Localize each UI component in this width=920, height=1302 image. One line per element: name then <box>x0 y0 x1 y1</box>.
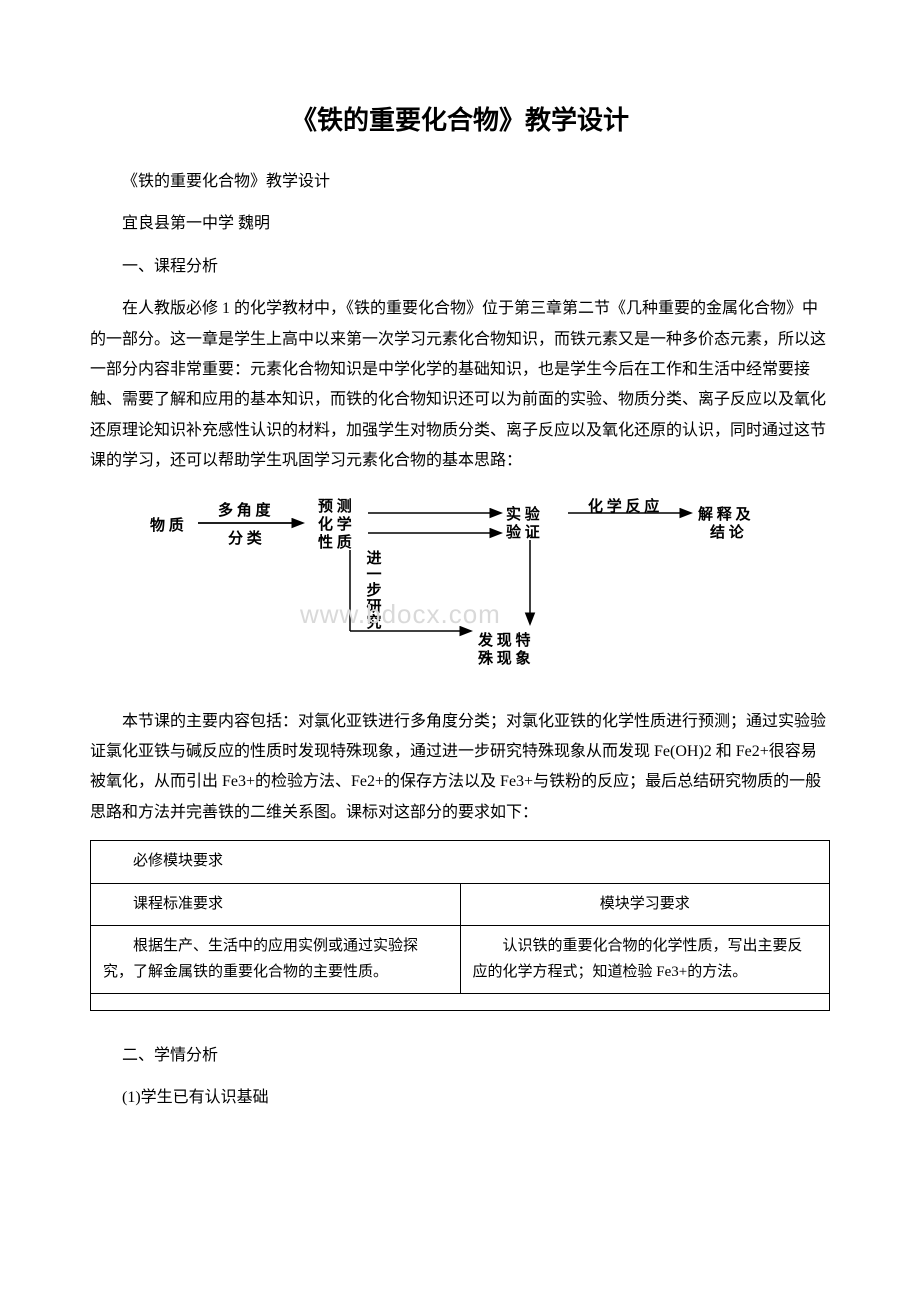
diagram-label-reaction: 化 学 反 应 <box>588 495 659 516</box>
diagram-label-multiangle: 多 角 度 <box>218 499 271 520</box>
paragraph-author: 宜良县第一中学 魏明 <box>90 209 830 239</box>
diagram-node-predict-3: 性 质 <box>318 531 352 552</box>
paragraph-body-3: (1)学生已有认识基础 <box>90 1083 830 1113</box>
table-cell-module-header: 模块学习要求 <box>460 883 830 926</box>
table-cell-standard-header: 课程标准要求 <box>91 883 461 926</box>
section-heading-1: 一、课程分析 <box>90 252 830 282</box>
table-row: 必修模块要求 <box>91 841 830 884</box>
paragraph-body-2: 本节课的主要内容包括：对氯化亚铁进行多角度分类；对氯化亚铁的化学性质进行预测；通… <box>90 707 830 829</box>
diagram-node-experiment-2: 验 证 <box>506 521 540 542</box>
section-heading-2: 二、学情分析 <box>90 1041 830 1071</box>
table-cell-header: 必修模块要求 <box>91 841 830 884</box>
watermark-text: www.bdocx.com <box>300 599 501 630</box>
diagram-arrows <box>150 495 770 685</box>
paragraph-subtitle: 《铁的重要化合物》教学设计 <box>90 167 830 197</box>
diagram-node-discover-2: 殊 现 象 <box>478 647 531 668</box>
diagram-node-substance: 物 质 <box>150 514 184 535</box>
flow-diagram: 物 质 多 角 度 分 类 预 测 化 学 性 质 实 验 验 证 进一步研究 … <box>90 495 830 685</box>
table-cell-empty <box>91 994 830 1011</box>
page-title: 《铁的重要化合物》教学设计 <box>90 100 830 137</box>
requirements-table: 必修模块要求 课程标准要求 模块学习要求 根据生产、生活中的应用实例或通过实验探… <box>90 840 830 1011</box>
diagram-node-explain-2: 结 论 <box>710 521 744 542</box>
table-row: 根据生产、生活中的应用实例或通过实验探究，了解金属铁的重要化合物的主要性质。 认… <box>91 926 830 994</box>
table-cell-standard-body: 根据生产、生活中的应用实例或通过实验探究，了解金属铁的重要化合物的主要性质。 <box>91 926 461 994</box>
diagram-label-classify: 分 类 <box>228 527 262 548</box>
paragraph-body-1: 在人教版必修 1 的化学教材中，《铁的重要化合物》位于第三章第二节《几种重要的金… <box>90 294 830 476</box>
table-row-empty <box>91 994 830 1011</box>
table-cell-module-body: 认识铁的重要化合物的化学性质，写出主要反应的化学方程式；知道检验 Fe3+的方法… <box>460 926 830 994</box>
table-row: 课程标准要求 模块学习要求 <box>91 883 830 926</box>
